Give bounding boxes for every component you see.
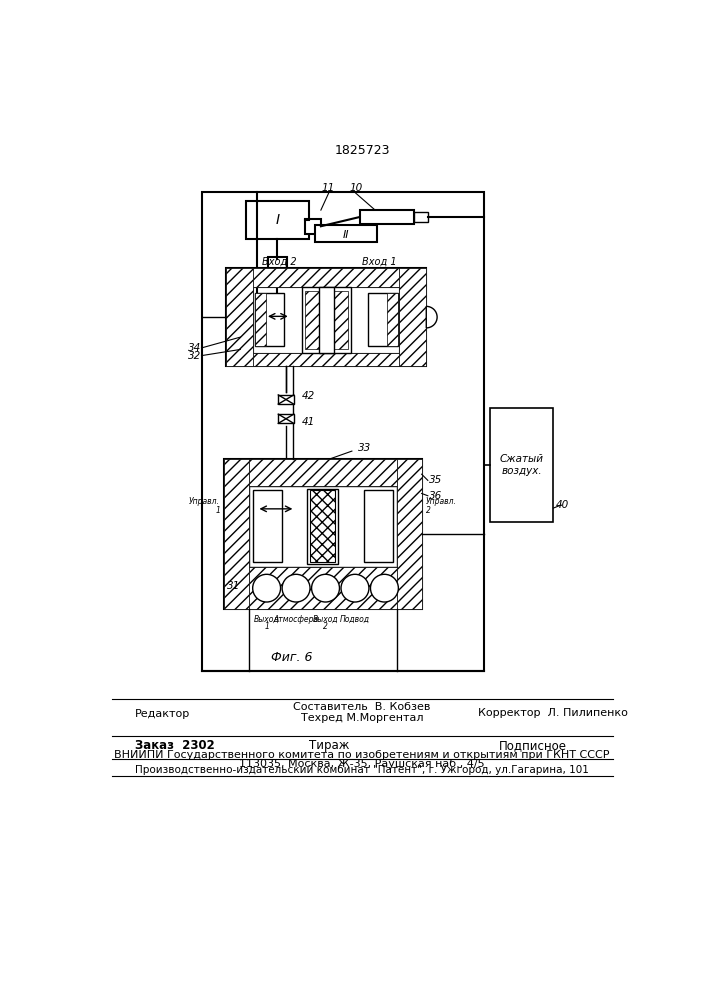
Bar (249, 459, 397, 486)
Bar (305, 219, 321, 234)
Text: I: I (276, 213, 279, 227)
Text: 2: 2 (426, 506, 431, 515)
Bar (399, 268, 426, 366)
Text: Редактор: Редактор (135, 709, 190, 719)
Text: 33: 33 (358, 443, 372, 453)
Text: Техред М.Моргентал: Техред М.Моргентал (300, 713, 423, 723)
Text: Фиг. 6: Фиг. 6 (271, 651, 313, 664)
Text: Тираж: Тираж (309, 739, 350, 752)
Bar (368, 293, 397, 346)
Bar (414, 212, 428, 222)
Bar (490, 408, 554, 522)
Bar (387, 293, 397, 346)
Text: 40: 40 (556, 500, 569, 510)
Bar (226, 268, 253, 366)
Text: 35: 35 (429, 475, 443, 485)
Text: воздух.: воздух. (501, 466, 542, 476)
Circle shape (252, 574, 281, 602)
Bar (301, 287, 351, 353)
Text: 42: 42 (301, 391, 315, 401)
Text: Подписное: Подписное (499, 739, 567, 752)
Text: 36: 36 (429, 491, 443, 501)
Bar (253, 353, 399, 366)
Bar (249, 486, 397, 567)
Text: Корректор  Л. Пилипенко: Корректор Л. Пилипенко (479, 708, 629, 718)
Circle shape (282, 574, 310, 602)
Wedge shape (426, 306, 437, 328)
Text: Атмосфера: Атмосфера (274, 615, 319, 624)
Bar (255, 293, 266, 346)
Bar (202, 192, 484, 671)
Bar (279, 414, 293, 423)
Text: ВНИИПИ Государственного комитета по изобретениям и открытиям при ГКНТ СССР: ВНИИПИ Государственного комитета по изоб… (115, 750, 609, 760)
Text: Сжатый: Сжатый (500, 454, 544, 464)
Bar (246, 201, 309, 239)
Text: 41: 41 (301, 417, 315, 427)
Bar (253, 287, 399, 353)
Circle shape (312, 574, 339, 602)
Text: 1: 1 (215, 506, 220, 515)
Bar (224, 459, 249, 609)
Text: 2: 2 (323, 622, 328, 631)
Bar (360, 210, 414, 224)
Bar (268, 257, 287, 274)
Text: 1825723: 1825723 (334, 144, 390, 157)
Text: Подвод: Подвод (340, 615, 370, 624)
Circle shape (370, 574, 398, 602)
Bar (310, 490, 335, 562)
Text: Управл.: Управл. (426, 497, 457, 506)
Text: 11: 11 (322, 183, 335, 193)
Bar (252, 490, 282, 562)
Text: Составитель  В. Кобзев: Составитель В. Кобзев (293, 702, 431, 712)
Text: 34: 34 (187, 343, 201, 353)
Text: 10: 10 (349, 183, 363, 193)
Text: 113035, Москва, Ж-35, Раушская наб., 4/5: 113035, Москва, Ж-35, Раушская наб., 4/5 (239, 759, 485, 769)
Bar (279, 395, 293, 404)
Bar (305, 291, 348, 349)
Text: Управл.: Управл. (189, 497, 220, 506)
Text: 32: 32 (187, 351, 201, 361)
Circle shape (341, 574, 369, 602)
Bar (363, 490, 393, 562)
Text: Производственно-издательский комбинат "Патент", г. Ужгород, ул.Гагарина, 101: Производственно-издательский комбинат "П… (135, 765, 589, 775)
Bar (224, 459, 421, 609)
Bar (397, 459, 421, 609)
Bar (226, 268, 426, 366)
Bar (249, 567, 397, 609)
Bar (307, 489, 338, 564)
Text: 1: 1 (264, 622, 269, 631)
Bar (315, 225, 378, 242)
Text: 31: 31 (227, 581, 240, 591)
Bar (255, 293, 284, 346)
Text: Заказ  2302: Заказ 2302 (135, 739, 215, 752)
Text: II: II (343, 230, 350, 240)
Text: Вход 1: Вход 1 (363, 257, 397, 267)
Text: Вход 2: Вход 2 (262, 257, 296, 267)
Bar (253, 268, 399, 287)
Bar (319, 287, 334, 353)
Text: Выход: Выход (312, 615, 339, 624)
Text: Выход: Выход (254, 615, 279, 624)
